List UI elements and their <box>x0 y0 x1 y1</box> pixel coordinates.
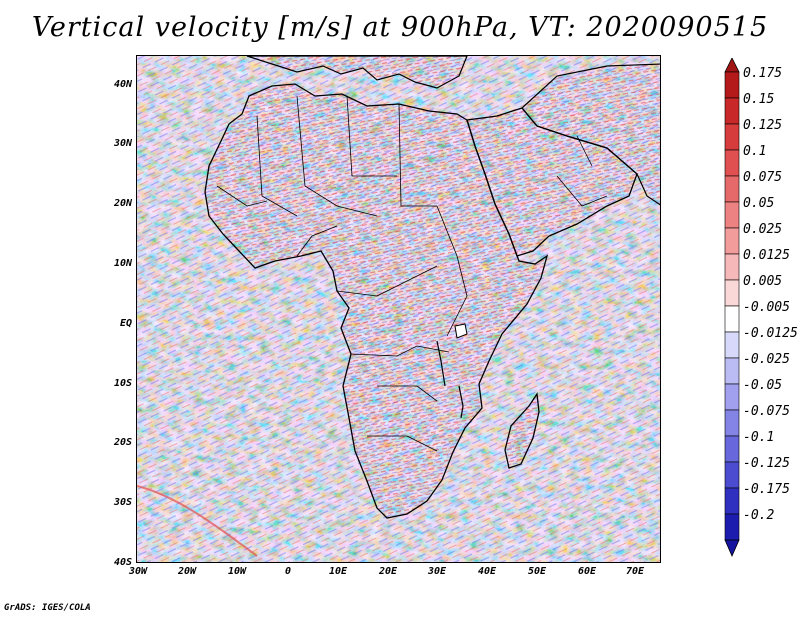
lon-label: 30W <box>128 566 148 577</box>
colorbar-swatch <box>724 305 740 333</box>
southern-ocean-streak <box>137 485 258 557</box>
lon-label: 20E <box>378 566 398 577</box>
colorbar-tick-label: 0.005 <box>743 274 783 289</box>
colorbar-swatch <box>724 383 740 411</box>
lon-label: 10W <box>227 566 247 577</box>
colorbar-tick-label: -0.025 <box>743 352 790 367</box>
colorbar-tick-label: -0.075 <box>743 404 790 419</box>
colorbar-tick-label: 0.025 <box>743 222 783 237</box>
lat-label: EQ <box>119 318 132 329</box>
colorbar-tick-label: 0.175 <box>743 66 783 81</box>
colorbar-tick-label: -0.1 <box>743 430 775 445</box>
colorbar-swatch <box>724 227 740 255</box>
colorbar-tick-label: 0.05 <box>743 196 775 211</box>
colorbar-swatch <box>724 487 740 515</box>
lat-label: 40S <box>113 557 132 568</box>
colorbar-tick-label: -0.175 <box>743 482 790 497</box>
africa-coastline <box>204 83 549 519</box>
colorbar-swatch <box>724 461 740 489</box>
lat-label: 30S <box>113 497 132 508</box>
colorbar-arrow-bottom <box>724 539 740 557</box>
colorbar-swatch <box>724 409 740 437</box>
colorbar-tick-label: -0.2 <box>743 508 775 523</box>
colorbar-swatch <box>724 279 740 307</box>
colorbar-tick-label: 0.075 <box>743 170 783 185</box>
lat-label: 20N <box>113 198 132 209</box>
lat-label: 10S <box>113 378 132 389</box>
lat-label: 30N <box>113 138 132 149</box>
lake-victoria <box>454 323 468 339</box>
lon-label: 70E <box>625 566 645 577</box>
colorbar-tick-label: 0.15 <box>743 92 775 107</box>
map-plot-area <box>136 55 661 563</box>
colorbar-swatch <box>724 513 740 541</box>
lake-malawi <box>458 385 464 419</box>
colorbar-swatch <box>724 123 740 151</box>
lat-label: 40N <box>113 79 132 90</box>
lon-label: 30E <box>427 566 447 577</box>
colorbar-tick-label: 0.0125 <box>743 248 790 263</box>
colorbar-swatch <box>724 357 740 385</box>
colorbar-swatch <box>724 201 740 229</box>
colorbar-arrow-top <box>724 58 740 73</box>
lon-label: 50E <box>527 566 547 577</box>
lon-label: 0 <box>284 566 292 577</box>
colorbar-tick-label: 0.1 <box>743 144 767 159</box>
colorbar-tick-label: -0.005 <box>743 300 790 315</box>
lon-label: 60E <box>577 566 597 577</box>
lat-label: 10N <box>113 258 132 269</box>
credit-text: GrADS: IGES/COLA <box>4 603 91 613</box>
colorbar-swatch <box>724 71 740 99</box>
colorbar-swatch <box>724 331 740 359</box>
colorbar-swatch <box>724 435 740 463</box>
lake-tanganyika <box>436 340 446 387</box>
colorbar-swatch <box>724 253 740 281</box>
lat-label: 20S <box>113 437 132 448</box>
lon-label: 40E <box>477 566 497 577</box>
colorbar-tick-label: -0.0125 <box>743 326 798 341</box>
map-svg <box>137 56 660 562</box>
lon-label: 20W <box>177 566 197 577</box>
colorbar-tick-label: -0.05 <box>743 378 783 393</box>
colorbar-swatch <box>724 175 740 203</box>
colorbar <box>724 58 740 557</box>
madagascar <box>504 392 540 469</box>
chart-title: Vertical velocity [m/s] at 900hPa, VT: 2… <box>31 12 769 43</box>
lon-label: 10E <box>328 566 348 577</box>
colorbar-tick-label: 0.125 <box>743 118 783 133</box>
country-borders <box>216 95 608 452</box>
europe-coastline <box>246 56 468 89</box>
colorbar-swatch <box>724 97 740 125</box>
colorbar-tick-label: -0.125 <box>743 456 790 471</box>
colorbar-swatch <box>724 149 740 177</box>
asia-coastline <box>521 63 660 206</box>
